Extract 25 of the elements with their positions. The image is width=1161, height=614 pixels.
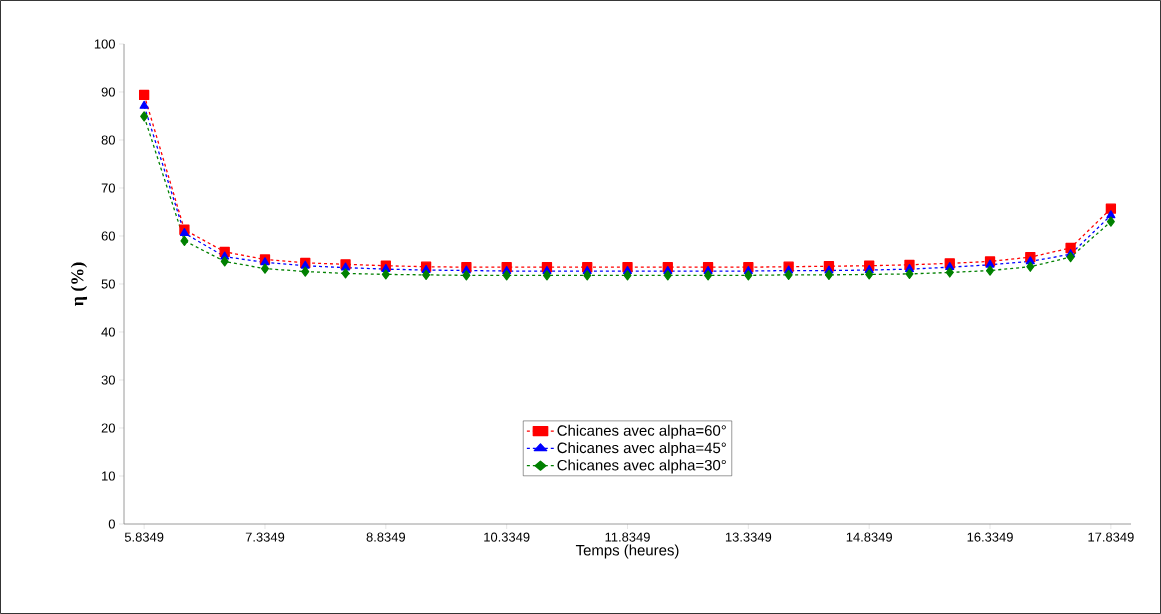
legend-label: Chicanes avec alpha=60° [557, 424, 726, 439]
x-tick-label: 5.8349 [124, 532, 164, 542]
y-tick-label: 50 [101, 279, 115, 289]
y-tick-label: 90 [101, 87, 115, 97]
x-tick-label: 7.3349 [245, 532, 285, 542]
x-tick-label: 11.8349 [605, 532, 650, 542]
x-tick-label: 17.8349 [1088, 532, 1134, 542]
y-tick-label: 20 [101, 423, 115, 433]
y-tick-label: 80 [101, 135, 115, 145]
y-tick-label: 60 [101, 231, 115, 241]
x-tick-label: 8.8349 [366, 532, 406, 542]
y-tick-label: 100 [94, 39, 115, 49]
y-tick-label: 10 [102, 471, 115, 481]
y-axis-title: η (%) [70, 262, 88, 306]
legend-label: Chicanes avec alpha=45° [557, 442, 726, 457]
y-tick-label: 40 [101, 327, 115, 337]
y-tick-label: 70 [101, 183, 115, 193]
x-tick-label: 10.3349 [484, 532, 530, 542]
x-tick-label: 14.8349 [846, 532, 892, 542]
y-tick-label: 30 [101, 375, 115, 385]
x-axis-title: Temps (heures) [575, 544, 679, 559]
y-tick-label: 0 [108, 519, 115, 529]
x-tick-label: 16.3349 [967, 532, 1013, 542]
legend-label: Chicanes avec alpha=30° [557, 459, 726, 474]
x-tick-label: 13.3349 [725, 532, 772, 542]
